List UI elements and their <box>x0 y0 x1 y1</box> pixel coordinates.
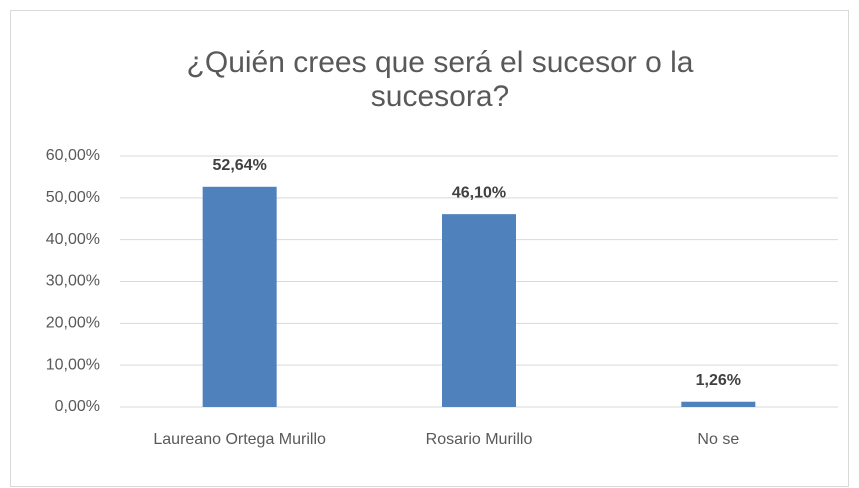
y-tick-label: 40,00% <box>46 231 100 248</box>
y-tick-label: 10,00% <box>46 356 100 373</box>
chart-title: ¿Quién crees que será el sucesor o la su… <box>186 46 694 113</box>
data-label: 46,10% <box>452 184 506 201</box>
x-tick-label: No se <box>697 431 740 448</box>
y-tick-label: 30,00% <box>46 273 100 290</box>
bar <box>202 186 277 407</box>
data-label: 1,26% <box>696 372 741 389</box>
y-tick-label: 0,00% <box>55 398 100 415</box>
y-tick-label: 60,00% <box>46 147 100 164</box>
x-tick-label: Rosario Murillo <box>425 431 533 448</box>
y-tick-label: 20,00% <box>46 315 100 332</box>
y-tick-label: 50,00% <box>46 189 100 206</box>
data-label: 52,64% <box>213 157 267 174</box>
bar <box>681 401 756 407</box>
bar <box>442 214 516 407</box>
x-tick-label: Laureano Ortega Murillo <box>153 431 326 448</box>
